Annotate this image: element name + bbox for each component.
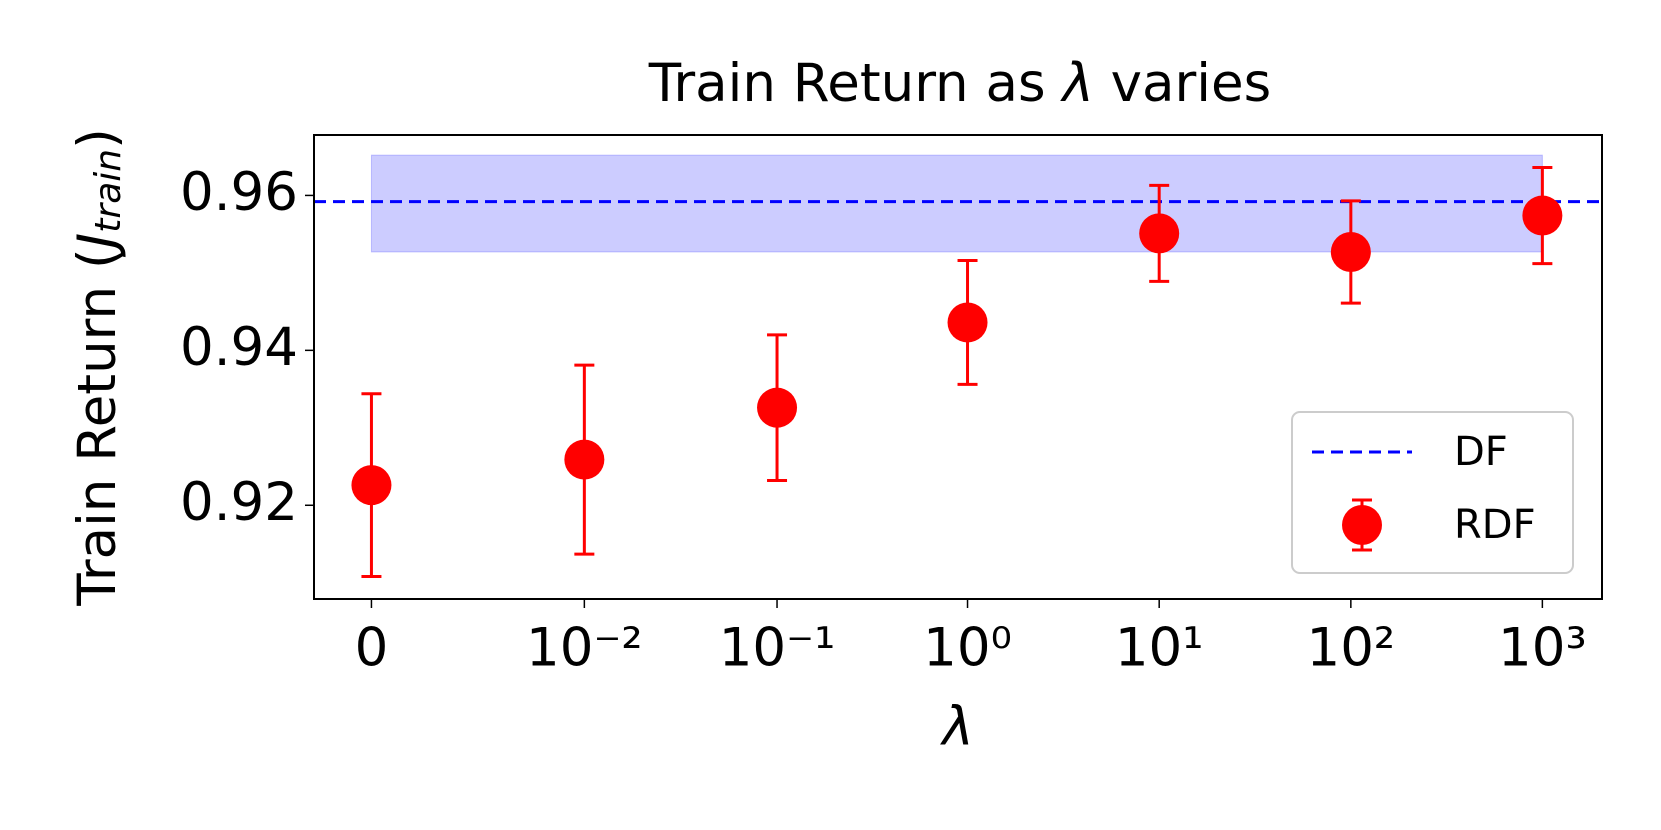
title-part: varies <box>1094 53 1271 114</box>
x-tick-label: 10² <box>1306 618 1395 679</box>
x-tick-label: 10⁻² <box>526 618 643 679</box>
y-tick-label: 0.96 <box>180 162 298 223</box>
legend-label: DF <box>1454 429 1508 475</box>
x-tick-label: 0 <box>355 618 389 679</box>
chart-title: Train Return as λ varies <box>648 53 1272 114</box>
x-tick-label: 10⁻¹ <box>719 618 836 679</box>
plot-frame <box>313 134 1603 600</box>
ylabel-part: train <box>88 149 129 233</box>
legend-label: RDF <box>1454 502 1536 548</box>
point <box>757 387 798 428</box>
point <box>564 439 605 480</box>
y-tick-label: 0.92 <box>180 472 298 533</box>
x-tick-label: 10¹ <box>1115 618 1204 679</box>
title-part: λ <box>1059 53 1093 114</box>
ylabel-part: Train Return ( <box>67 248 128 606</box>
ylabel-part: ) <box>67 128 128 149</box>
point <box>1139 213 1180 254</box>
point <box>351 465 392 506</box>
x-axis-label: λ <box>939 697 973 758</box>
point <box>947 302 988 343</box>
point <box>1330 231 1371 272</box>
y-axis-label: Train Return (Jtrain) <box>67 128 129 607</box>
reference-band <box>370 154 1543 253</box>
point <box>1522 195 1563 236</box>
x-tick-label: 10⁰ <box>923 618 1012 679</box>
title-part: Train Return as <box>648 53 1063 114</box>
x-tick-label: 10³ <box>1498 618 1587 679</box>
y-tick-label: 0.94 <box>180 317 298 378</box>
legend-box <box>1291 411 1574 574</box>
legend-marker <box>1342 505 1382 545</box>
